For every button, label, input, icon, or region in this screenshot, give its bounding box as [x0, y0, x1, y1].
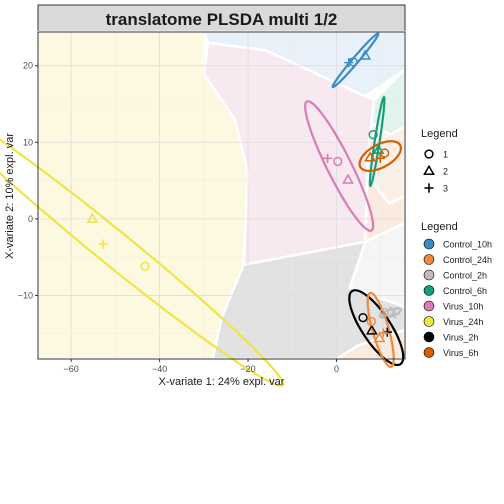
- point-virus-2h-circle: [358, 312, 368, 323]
- legend-shape-label: 3: [443, 184, 448, 194]
- legend-swatch-control-6h: [423, 285, 435, 296]
- x-axis-ticks: −60 −40 −20 0: [64, 359, 339, 374]
- point-control-10h-plus: [344, 58, 354, 68]
- legend-swatch-virus-24h: [423, 316, 435, 327]
- ellipse-virus-24h: [0, 138, 285, 388]
- y-axis-label: X-variate 2: 10% expl. var: [4, 133, 16, 259]
- ellipse-control-6h: [368, 95, 386, 188]
- point-control-24h-triangle: [373, 331, 386, 343]
- y-tick-label: 10: [23, 137, 33, 147]
- shape-legend-title: Legend: [421, 128, 458, 140]
- point-control-10h-triangle: [359, 49, 372, 60]
- x-tick-label: −40: [152, 364, 167, 374]
- confidence-ellipses: [0, 32, 405, 388]
- legend-label-control-6h: Control_6h: [443, 286, 487, 296]
- legend-label-virus-10h: Virus_10h: [443, 302, 483, 312]
- legend-label-control-2h: Control_2h: [443, 271, 487, 281]
- y-tick-label: 0: [28, 214, 33, 224]
- x-axis-label: X-variate 1: 24% expl. var: [159, 376, 285, 388]
- point-control-6h-circle: [368, 129, 378, 140]
- sample-points: [86, 49, 400, 343]
- legend-swatch-control-24h: [423, 254, 435, 265]
- plot-panel: [0, 30, 407, 388]
- point-virus-10h-plus: [323, 153, 333, 163]
- point-control-2h-plus: [390, 309, 400, 319]
- color-legend-title: Legend: [421, 221, 458, 233]
- point-control-24h-circle: [366, 316, 377, 327]
- point-virus-10h-triangle: [342, 173, 354, 184]
- point-virus-6h-plus: [375, 153, 385, 163]
- legend-shape-label: 1: [443, 150, 448, 160]
- ellipse-control-10h: [331, 32, 380, 89]
- x-tick-label: −60: [64, 364, 79, 374]
- legend-shape-label: 2: [443, 167, 448, 177]
- legend-label-virus-2h: Virus_2h: [443, 333, 478, 343]
- legend-swatch-virus-6h: [423, 347, 435, 358]
- point-virus-10h-circle: [333, 156, 343, 167]
- legend-shape-circle-icon: [424, 149, 434, 159]
- legend-swatch-virus-2h: [423, 331, 435, 343]
- title-strip: [37, 4, 406, 33]
- y-axis-ticks: −10 0 10 20: [18, 61, 38, 300]
- legend-swatch-virus-10h: [423, 300, 435, 312]
- point-virus-24h-plus: [98, 239, 108, 249]
- x-tick-label: −20: [240, 364, 255, 374]
- legend-swatch-control-2h: [423, 269, 435, 281]
- legend-swatch-control-10h: [423, 238, 435, 250]
- legend-shape-plus-icon: [424, 183, 434, 193]
- legend-label-virus-24h: Virus_24h: [443, 317, 483, 327]
- grid-lines: [38, 32, 405, 359]
- point-virus-6h-circle: [380, 148, 390, 158]
- point-control-2h-triangle: [384, 305, 397, 317]
- shape-legend: Legend 1 2 3: [421, 128, 458, 194]
- ellipse-virus-6h: [358, 140, 403, 172]
- x-tick-label: 0: [334, 364, 339, 374]
- legend-label-control-10h: Control_10h: [443, 240, 492, 250]
- y-tick-label: −10: [18, 290, 33, 300]
- point-virus-24h-triangle: [86, 212, 99, 223]
- point-virus-2h-triangle: [365, 324, 378, 335]
- ellipse-control-24h: [366, 291, 395, 369]
- color-legend: Legend Control_10h Control_24h Control_2h C…: [421, 221, 492, 358]
- chart-title: translatome PLSDA multi 1/2: [106, 10, 338, 29]
- point-virus-6h-triangle: [364, 151, 376, 162]
- ellipse-virus-10h: [304, 100, 375, 232]
- legend-label-virus-6h: Virus_6h: [443, 348, 478, 358]
- panel-border: [37, 31, 406, 360]
- y-tick-label: 20: [23, 61, 33, 71]
- background-regions: [36, 30, 407, 361]
- legend-label-control-24h: Control_24h: [443, 255, 492, 265]
- legend-shape-triangle-icon: [423, 164, 435, 175]
- point-control-24h-plus: [378, 328, 388, 338]
- point-virus-24h-circle: [140, 261, 150, 271]
